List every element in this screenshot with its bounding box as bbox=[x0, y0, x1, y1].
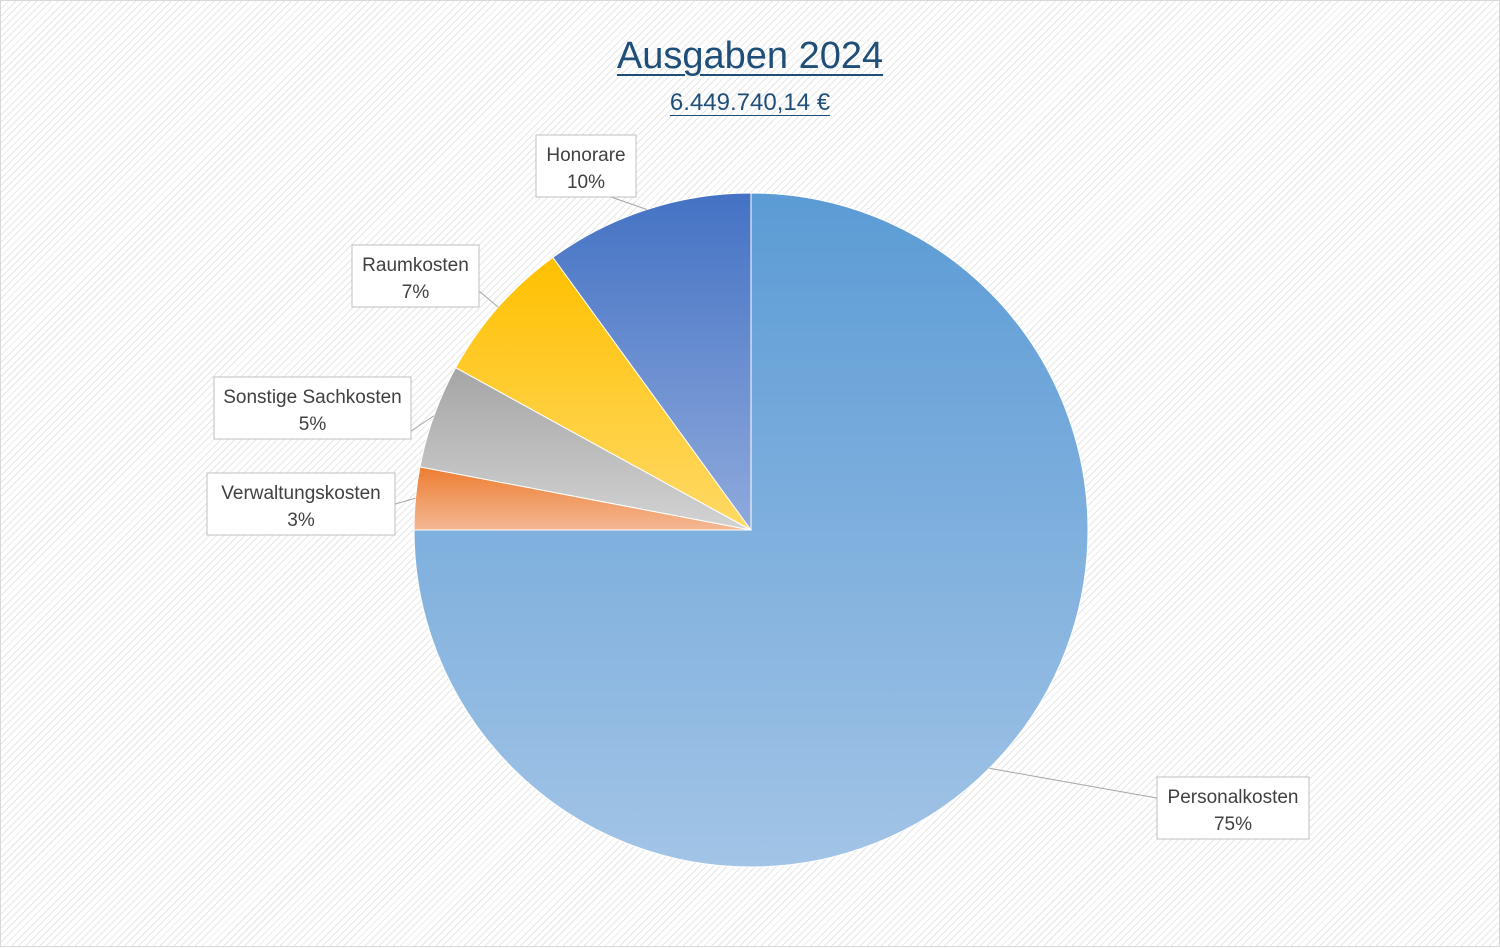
data-label: Honorare 10% bbox=[535, 134, 637, 198]
data-label-box bbox=[213, 376, 412, 440]
data-label: Verwaltungskosten 3% bbox=[206, 472, 396, 536]
data-label-box bbox=[351, 244, 480, 308]
data-label-value: 75% bbox=[1214, 814, 1252, 835]
data-label-box bbox=[1156, 776, 1310, 840]
data-label-value: 10% bbox=[567, 172, 605, 193]
data-label: Sonstige Sachkosten 5% bbox=[213, 376, 412, 440]
data-label-value: 5% bbox=[299, 414, 327, 435]
leader-line bbox=[410, 415, 435, 432]
leader-line bbox=[989, 767, 1158, 799]
data-label: Personalkosten 75% bbox=[1156, 776, 1310, 840]
data-label-category: Personalkosten bbox=[1168, 787, 1299, 808]
pie-data-labels: Personalkosten 75% Verwaltungskosten 3% Sons… bbox=[206, 134, 1310, 840]
data-label: Raumkosten 7% bbox=[351, 244, 480, 308]
pie-leader-lines bbox=[394, 196, 1158, 799]
data-label-value: 3% bbox=[287, 510, 315, 531]
data-label-box bbox=[206, 472, 396, 536]
chart-subtitle: 6.449.740,14 € bbox=[669, 89, 831, 116]
leader-line bbox=[394, 497, 416, 505]
data-label-category: Sonstige Sachkosten bbox=[223, 387, 402, 408]
chart-title: Ausgaben 2024 bbox=[616, 35, 884, 77]
data-label-box bbox=[535, 134, 637, 198]
data-label-value: 7% bbox=[402, 282, 430, 303]
leader-line bbox=[478, 290, 499, 308]
data-label-category: Honorare bbox=[546, 145, 625, 166]
pie-slices bbox=[413, 192, 1089, 868]
data-label-category: Raumkosten bbox=[362, 255, 469, 276]
leader-line bbox=[610, 196, 648, 210]
data-label-category: Verwaltungskosten bbox=[221, 483, 381, 504]
